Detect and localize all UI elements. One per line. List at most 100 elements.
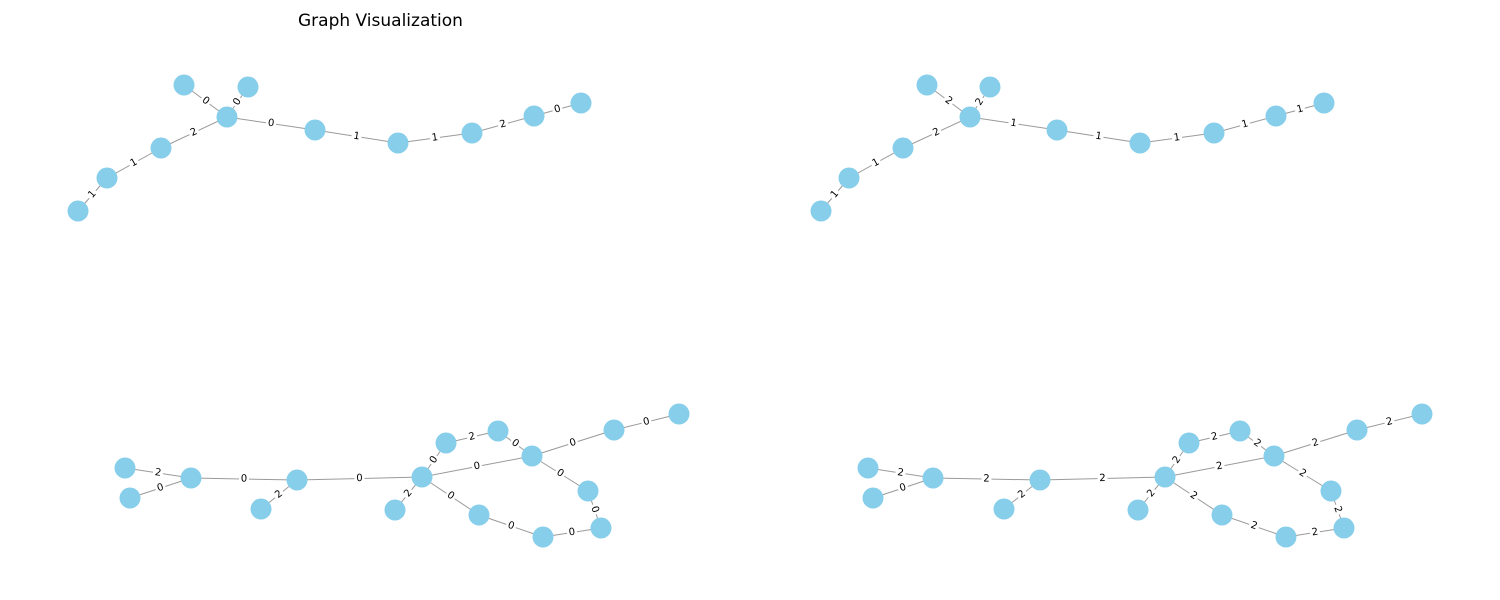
edge-weight-label: 0 xyxy=(898,482,908,494)
graph-node xyxy=(979,76,1001,98)
edge-weight-label: 1 xyxy=(1010,118,1018,130)
edge-label-group: 2 xyxy=(1097,472,1108,485)
edge-weight-label: 2 xyxy=(983,473,990,484)
graph-node xyxy=(892,137,914,159)
edge-label-background xyxy=(972,94,988,110)
edge-label-background xyxy=(1293,102,1307,117)
graph-node xyxy=(1320,480,1342,502)
edge-weight-label: 0 xyxy=(231,96,244,108)
edge-label-background xyxy=(350,129,363,144)
graph-node xyxy=(1127,499,1149,521)
edge-label-group: 0 xyxy=(640,414,653,430)
edge-label-background xyxy=(868,155,884,171)
edge-label-group: 0 xyxy=(197,93,214,109)
edge-weight-label: 0 xyxy=(156,482,165,494)
graph-node xyxy=(250,498,272,520)
edge-label-background xyxy=(1143,485,1160,502)
edge-label-group: 2 xyxy=(1169,452,1185,468)
edge-label-group: 2 xyxy=(271,486,287,503)
edge-label-group: 2 xyxy=(1295,465,1310,482)
edge-label-background xyxy=(1330,502,1345,517)
edge-label-background xyxy=(827,186,843,203)
edge-weight-label: 2 xyxy=(1251,437,1263,450)
graph-node xyxy=(119,487,141,509)
edge-label-background xyxy=(566,435,580,451)
graph-node xyxy=(304,119,326,141)
edge-label-group: 0 xyxy=(443,488,458,504)
graph-node xyxy=(862,487,884,509)
edge-weight-label: 0 xyxy=(356,473,363,484)
edge-weight-label: 2 xyxy=(1188,490,1199,503)
edge-weight-label: 2 xyxy=(1171,454,1184,466)
edge-label-group: 0 xyxy=(896,480,910,496)
edge-label-group: 2 xyxy=(972,94,988,110)
edge-weight-label: 2 xyxy=(273,488,285,501)
edge-label-background xyxy=(981,472,992,486)
edge-weight-label: 2 xyxy=(1145,488,1158,500)
edge-label-group: 2 xyxy=(1383,414,1396,430)
edge-label-background xyxy=(894,466,907,480)
edge-label-group: 2 xyxy=(152,466,164,480)
graph-node xyxy=(67,200,89,222)
edge-label-background xyxy=(940,93,957,109)
edge-weight-label: 2 xyxy=(154,467,162,479)
edge-weight-label: 2 xyxy=(943,95,955,108)
edge-weight-label: 2 xyxy=(498,118,507,130)
edge-label-background xyxy=(186,124,202,141)
graph-node xyxy=(1346,419,1368,441)
edge-label-background xyxy=(504,518,518,534)
edge-label-group: 0 xyxy=(229,94,246,110)
edge-label-background xyxy=(496,117,510,132)
edge-weight-label: 0 xyxy=(200,95,212,108)
graph-bottom-right: 2 0 2 2 2 2 2 2 2 2 2 2 2 2 2 2 2 xyxy=(857,403,1433,548)
graph-node xyxy=(1265,105,1287,127)
edge-weight-label: 0 xyxy=(506,520,516,532)
figure-title: Graph Visualization xyxy=(298,11,463,31)
graph-node xyxy=(461,122,483,144)
edge-label-background xyxy=(587,502,602,517)
edge-weight-label: 2 xyxy=(931,126,941,139)
graph-node xyxy=(521,445,543,467)
edge-weight-label: 0 xyxy=(241,473,248,484)
edge-label-group: 2 xyxy=(496,117,510,132)
edge-weight-label: 1 xyxy=(1295,103,1304,115)
edge-weight-label: 0 xyxy=(553,103,562,115)
edge-weight-label: 2 xyxy=(1016,488,1028,501)
edge-weight-label: 0 xyxy=(428,454,441,466)
edge-weight-label: 0 xyxy=(568,527,576,539)
graph-node xyxy=(857,457,879,479)
edge-label-group: 2 xyxy=(1247,518,1261,534)
edge-label-group: 1 xyxy=(1007,116,1020,131)
graph-node xyxy=(173,74,195,96)
edge-label-group: 2 xyxy=(1308,435,1323,451)
graph-node xyxy=(1263,445,1285,467)
graph-node xyxy=(237,76,259,98)
graph-node xyxy=(1229,420,1251,442)
edge-label-background xyxy=(465,430,479,444)
edge-label-background xyxy=(1213,459,1226,474)
edge-label-group: 1 xyxy=(1238,117,1252,132)
graph-node xyxy=(532,526,554,548)
graph-node xyxy=(1203,122,1225,144)
graph-node xyxy=(384,499,406,521)
edge-label-group: 2 xyxy=(1330,502,1345,517)
graph-top-left: 0 0 2 1 1 0 1 1 2 0 xyxy=(67,74,592,222)
edge-label-background xyxy=(271,486,287,503)
edge-weight-label: 2 xyxy=(1099,473,1106,484)
edge-weight-label: 0 xyxy=(267,118,275,130)
edge-label-background xyxy=(1097,472,1108,485)
edge-weight-label: 0 xyxy=(473,460,481,472)
graph-node xyxy=(810,200,832,222)
edge-weight-label: 0 xyxy=(509,437,521,450)
edge-label-background xyxy=(507,435,523,452)
edge-label-background xyxy=(1092,129,1105,144)
edge-label-background xyxy=(1208,430,1221,444)
edge-label-background xyxy=(400,485,417,502)
graph-node xyxy=(959,106,981,128)
graph-node xyxy=(387,132,409,154)
edge-label-group: 0 xyxy=(470,459,484,474)
edge-label-background xyxy=(929,124,944,141)
edge-label-group: 1 xyxy=(868,155,884,171)
edge-label-group: 2 xyxy=(1249,435,1265,452)
edge-weight-label: 1 xyxy=(431,132,439,144)
